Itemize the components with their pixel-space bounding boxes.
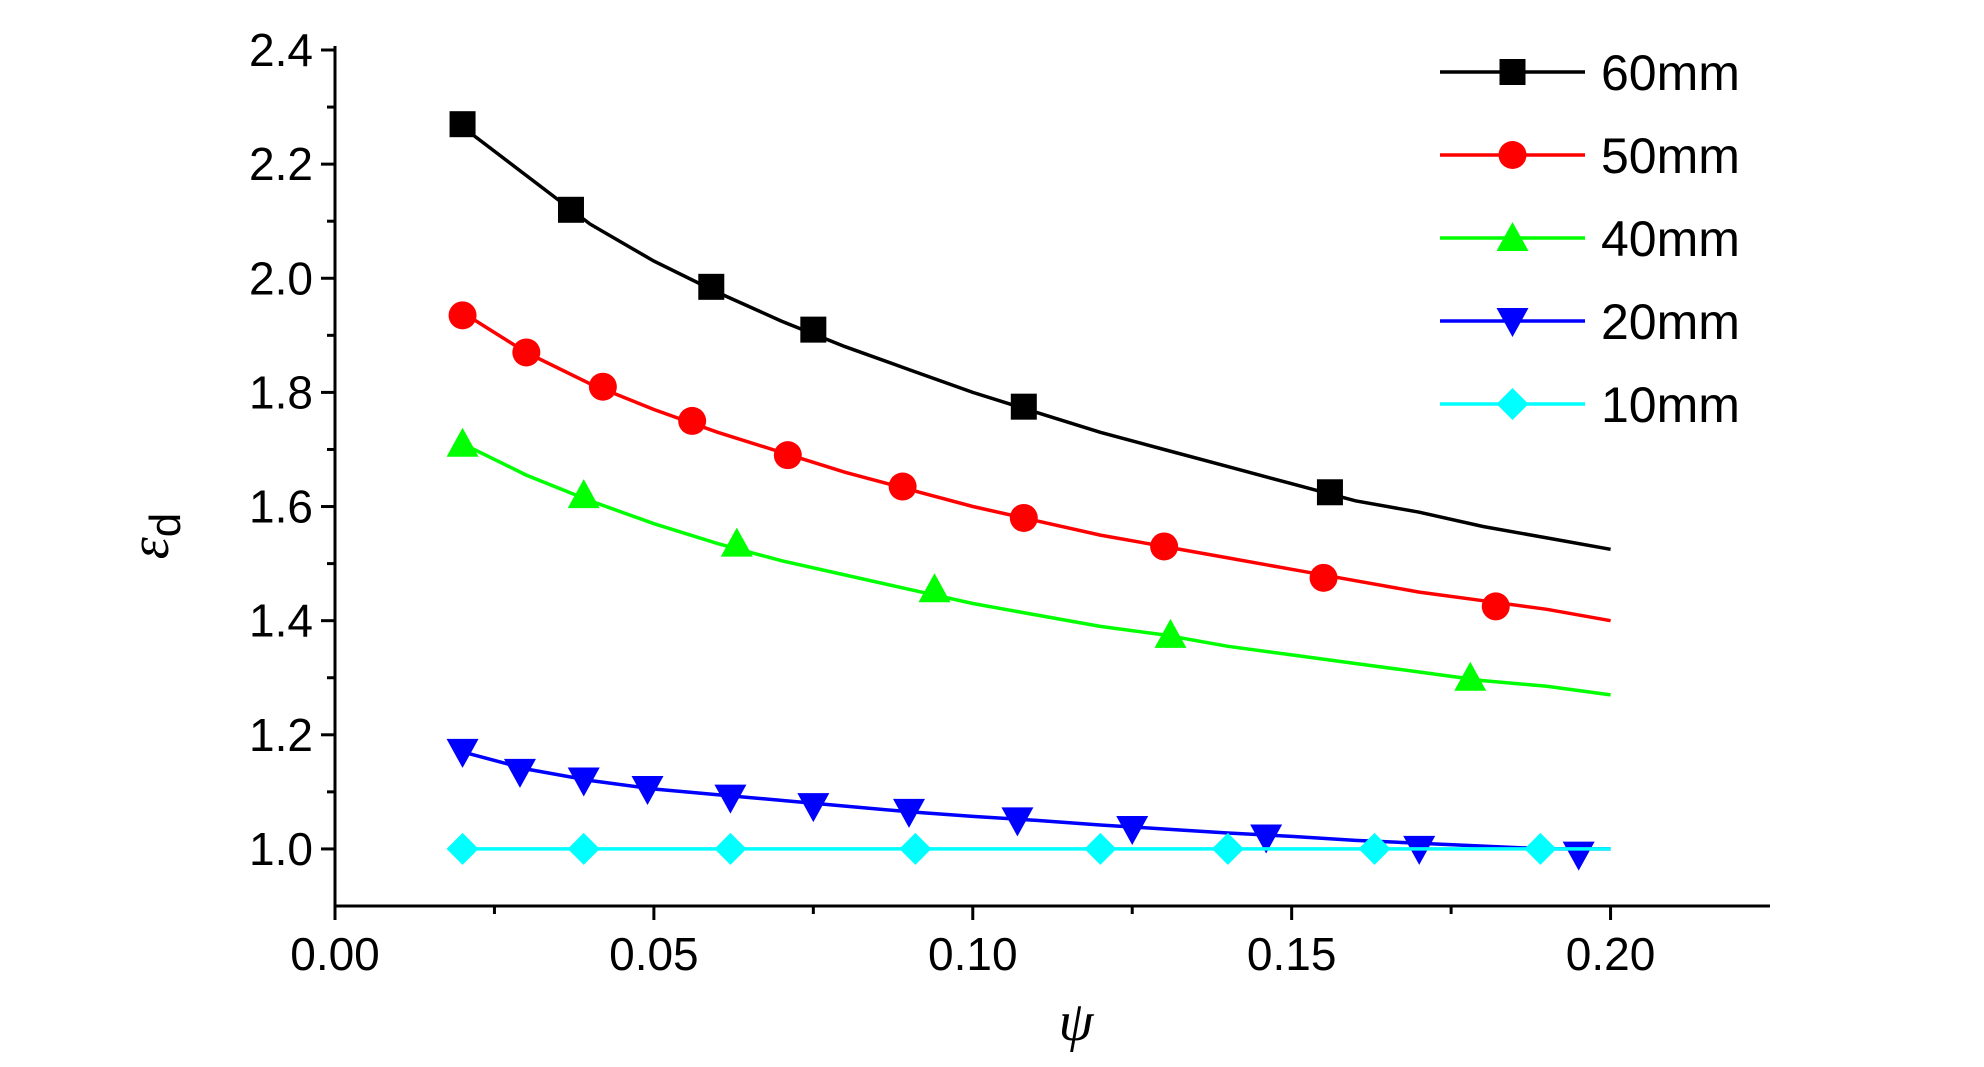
y-tick-label: 2.2 (249, 138, 313, 190)
data-point (1358, 832, 1391, 865)
axes: 0.00 0.05 0.10 0.15 0.20 1.0 1.2 1.4 1.6 1.8 2.0 2.… (249, 24, 1770, 980)
data-point (714, 784, 747, 814)
legend-label: 10mm (1601, 377, 1740, 433)
data-point (567, 832, 600, 865)
series-line (461, 442, 1611, 697)
y-axis-title-subscript: d (141, 513, 190, 537)
legend-marker (1496, 222, 1529, 251)
data-point (1562, 841, 1595, 871)
data-point (698, 273, 725, 300)
series-group (446, 111, 1611, 871)
series-50mm (448, 301, 1611, 623)
data-point (588, 372, 617, 401)
series-line (461, 311, 1611, 623)
legend-item: 20mm (1440, 294, 1740, 350)
data-point (773, 441, 802, 470)
data-point (678, 406, 707, 435)
series-20mm (446, 738, 1611, 871)
x-tick-label: 0.05 (609, 928, 699, 980)
data-point (800, 316, 827, 343)
x-tick-label: 0.15 (1247, 928, 1337, 980)
data-point (888, 472, 917, 501)
legend: 60mm 50mm 40mm 20mm 10mm (1440, 45, 1740, 433)
y-axis-title-symbol: ε (119, 536, 181, 559)
y-tick-label: 1.2 (249, 709, 313, 761)
x-tick-label: 0.10 (928, 928, 1018, 980)
y-tick-label: 2.4 (249, 24, 313, 76)
legend-marker (1498, 141, 1527, 169)
data-point (899, 832, 932, 865)
data-point (1150, 532, 1179, 561)
x-tick-label: 0.20 (1566, 928, 1656, 980)
data-point (567, 767, 600, 797)
data-point (1009, 503, 1038, 532)
data-point (446, 832, 479, 865)
data-point (720, 527, 753, 557)
series-line (462, 750, 1611, 851)
data-point (1309, 563, 1338, 592)
data-point (448, 301, 477, 330)
y-tick-label: 1.4 (249, 595, 313, 647)
data-point (1250, 824, 1283, 854)
data-point (446, 427, 479, 457)
legend-marker (1499, 59, 1526, 85)
data-point (1524, 832, 1557, 865)
data-point (714, 832, 747, 865)
y-tick-label: 1.6 (249, 481, 313, 533)
legend-label: 60mm (1601, 45, 1740, 101)
legend-label: 20mm (1601, 294, 1740, 350)
y-tick-label: 1.0 (249, 823, 313, 875)
data-point (1084, 832, 1117, 865)
data-point (1154, 618, 1187, 648)
series-60mm (449, 111, 1611, 552)
legend-label: 50mm (1601, 128, 1740, 184)
data-point (1481, 592, 1510, 621)
data-point (1010, 393, 1037, 420)
x-tick-label: 0.00 (290, 928, 380, 980)
data-point (797, 793, 830, 823)
data-point (631, 776, 664, 806)
data-point (1454, 661, 1487, 691)
x-axis-title: ψ (1059, 991, 1095, 1053)
series-10mm (446, 832, 1611, 865)
y-tick-label: 2.0 (249, 252, 313, 304)
legend-marker (1496, 388, 1529, 420)
data-point (1211, 832, 1244, 865)
legend-item: 40mm (1440, 211, 1740, 267)
series-line (461, 125, 1611, 552)
y-axis-title: εd (119, 513, 190, 560)
series-40mm (446, 427, 1611, 697)
legend-item: 60mm (1440, 45, 1740, 101)
data-point (1116, 815, 1149, 845)
data-point (1001, 807, 1034, 837)
data-point (567, 479, 600, 509)
legend-marker (1496, 308, 1529, 337)
data-point (503, 758, 536, 788)
data-point (446, 738, 479, 768)
data-point (893, 798, 925, 828)
data-point (449, 111, 476, 138)
legend-label: 40mm (1601, 211, 1740, 267)
legend-item: 10mm (1440, 377, 1740, 433)
data-point (918, 573, 951, 603)
y-tick-label: 1.8 (249, 366, 313, 418)
data-point (1316, 479, 1343, 506)
legend-item: 50mm (1440, 128, 1740, 184)
data-point (512, 338, 541, 367)
data-point (557, 196, 584, 223)
